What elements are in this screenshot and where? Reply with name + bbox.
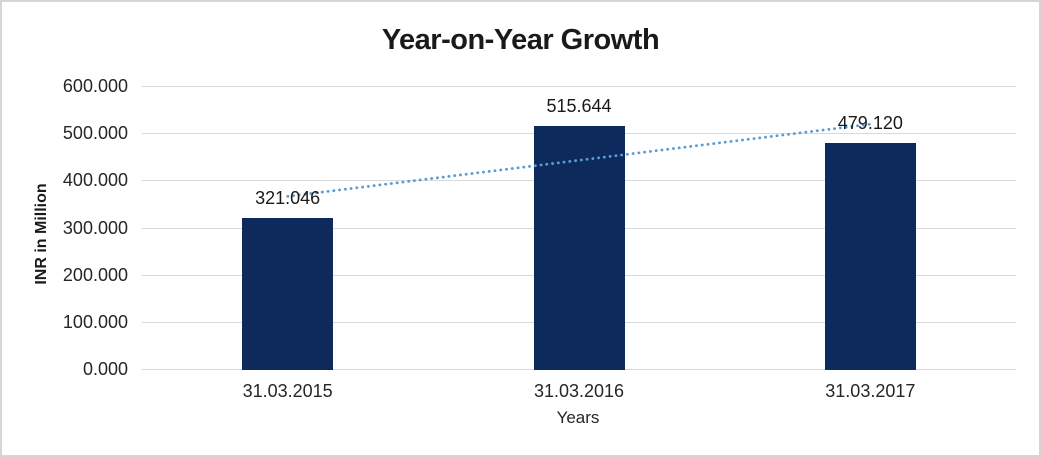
x-category-label: 31.03.2016 [533, 381, 625, 401]
y-tick-label: 400.000 [62, 170, 128, 191]
x-category-label: 31.03.2015 [242, 381, 333, 401]
bar [533, 125, 625, 370]
y-tick-label: 200.000 [62, 264, 128, 285]
y-tick-label: 500.000 [62, 123, 128, 144]
y-tick-label: 600.000 [62, 76, 128, 96]
x-axis-title: Years [556, 408, 600, 427]
chart-title: Year-on-Year Growth [381, 24, 660, 56]
y-tick-label: 300.000 [62, 217, 128, 238]
x-category-label: 31.03.2017 [825, 381, 916, 401]
gridline [142, 86, 1016, 87]
bar-value-label: 479.120 [837, 113, 903, 133]
y-tick-label: 0.000 [82, 359, 128, 379]
bar-value-label: 515.644 [546, 95, 612, 116]
y-tick-label: 100.000 [62, 311, 128, 332]
bar [824, 143, 916, 370]
bar [242, 217, 334, 370]
bar-value-label: 321.046 [255, 187, 321, 208]
